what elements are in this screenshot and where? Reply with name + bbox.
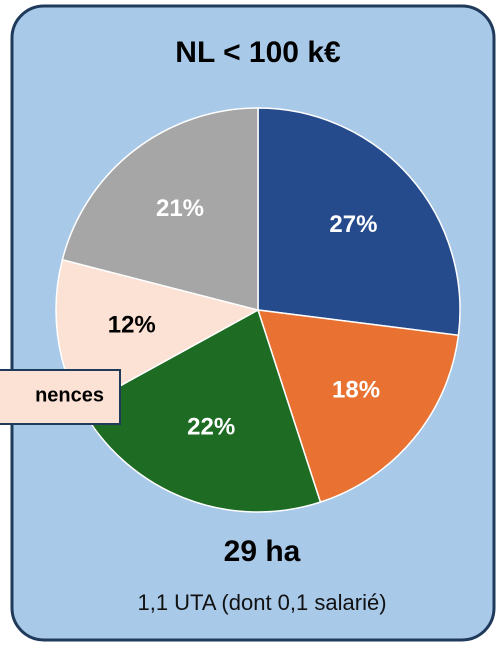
slice bbox=[61, 107, 259, 311]
data-label: 22% bbox=[187, 414, 235, 441]
slice bbox=[79, 308, 322, 513]
data-label: 18% bbox=[332, 376, 380, 403]
note: 1,1 UTA (dont 0,1 salarié) bbox=[137, 590, 386, 615]
data-label: 12% bbox=[108, 311, 156, 338]
subtitle: 29 ha bbox=[224, 535, 301, 568]
slice bbox=[256, 309, 460, 504]
pie: 27% 18% 22% 12% 21% bbox=[55, 107, 461, 513]
annotation: nences bbox=[35, 384, 104, 406]
data-label: 27% bbox=[329, 211, 377, 238]
annotation-box bbox=[0, 369, 121, 425]
data-label: 21% bbox=[156, 195, 204, 222]
chart-title: NL < 100 k€ bbox=[175, 36, 341, 69]
slice bbox=[257, 107, 461, 337]
